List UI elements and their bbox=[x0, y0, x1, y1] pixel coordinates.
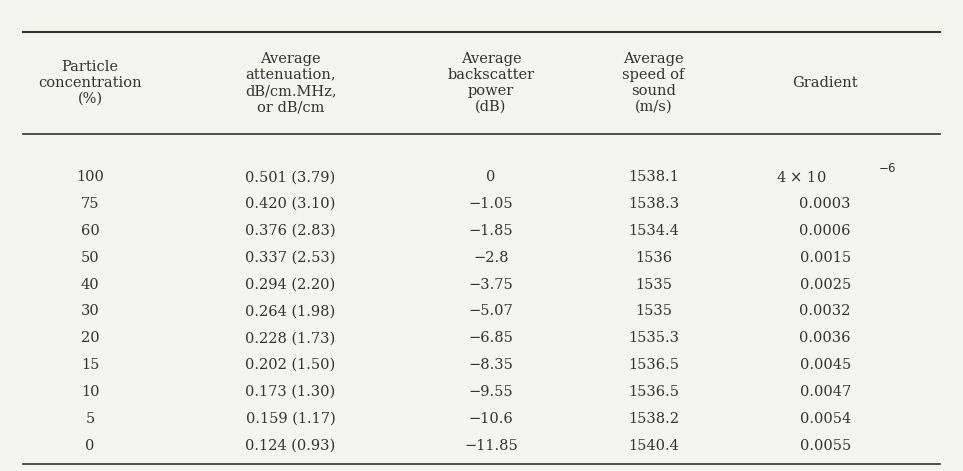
Text: 0.420 (3.10): 0.420 (3.10) bbox=[246, 197, 336, 211]
Text: Particle
concentration
(%): Particle concentration (%) bbox=[39, 60, 142, 106]
Text: 0: 0 bbox=[486, 170, 496, 184]
Text: 15: 15 bbox=[81, 358, 99, 372]
Text: 0.337 (2.53): 0.337 (2.53) bbox=[246, 251, 336, 265]
Text: −10.6: −10.6 bbox=[469, 412, 513, 426]
Text: 1535.3: 1535.3 bbox=[628, 331, 679, 345]
Text: $-6$: $-6$ bbox=[878, 162, 897, 175]
Text: 0.124 (0.93): 0.124 (0.93) bbox=[246, 439, 336, 453]
Text: 0.0025: 0.0025 bbox=[799, 277, 850, 292]
Text: 1535: 1535 bbox=[635, 277, 672, 292]
Text: 0.159 (1.17): 0.159 (1.17) bbox=[246, 412, 335, 426]
Text: 0.0003: 0.0003 bbox=[799, 197, 851, 211]
Text: 0.264 (1.98): 0.264 (1.98) bbox=[246, 304, 336, 318]
Text: Gradient: Gradient bbox=[793, 76, 858, 90]
Text: 0.501 (3.79): 0.501 (3.79) bbox=[246, 170, 336, 184]
Text: 0.202 (1.50): 0.202 (1.50) bbox=[246, 358, 336, 372]
Text: 0.0032: 0.0032 bbox=[799, 304, 851, 318]
Text: 0.228 (1.73): 0.228 (1.73) bbox=[246, 331, 336, 345]
Text: 10: 10 bbox=[81, 385, 99, 399]
Text: 20: 20 bbox=[81, 331, 99, 345]
Text: Average
backscatter
power
(dB): Average backscatter power (dB) bbox=[448, 51, 534, 114]
Text: 1536.5: 1536.5 bbox=[628, 385, 679, 399]
Text: 0.0036: 0.0036 bbox=[799, 331, 851, 345]
Text: 0.0055: 0.0055 bbox=[799, 439, 850, 453]
Text: 30: 30 bbox=[81, 304, 99, 318]
Text: 0.0006: 0.0006 bbox=[799, 224, 851, 238]
Text: 0.294 (2.20): 0.294 (2.20) bbox=[246, 277, 336, 292]
Text: 1538.3: 1538.3 bbox=[628, 197, 679, 211]
Text: 0.0054: 0.0054 bbox=[799, 412, 850, 426]
Text: 0.173 (1.30): 0.173 (1.30) bbox=[246, 385, 336, 399]
Text: −8.35: −8.35 bbox=[469, 358, 513, 372]
Text: 50: 50 bbox=[81, 251, 99, 265]
Text: 1538.2: 1538.2 bbox=[628, 412, 679, 426]
Text: 0: 0 bbox=[86, 439, 94, 453]
Text: 1536: 1536 bbox=[635, 251, 672, 265]
Text: Average
speed of
sound
(m/s): Average speed of sound (m/s) bbox=[622, 51, 685, 114]
Text: −1.85: −1.85 bbox=[469, 224, 513, 238]
Text: 1536.5: 1536.5 bbox=[628, 358, 679, 372]
Text: Average
attenuation,
dB/cm.MHz,
or dB/cm: Average attenuation, dB/cm.MHz, or dB/cm bbox=[245, 51, 336, 114]
Text: 0.0045: 0.0045 bbox=[799, 358, 850, 372]
Text: 0.0015: 0.0015 bbox=[799, 251, 850, 265]
Text: 60: 60 bbox=[81, 224, 99, 238]
Text: 1540.4: 1540.4 bbox=[628, 439, 679, 453]
Text: 0.0047: 0.0047 bbox=[799, 385, 850, 399]
Text: 5: 5 bbox=[86, 412, 94, 426]
Text: −2.8: −2.8 bbox=[473, 251, 508, 265]
Text: 1538.1: 1538.1 bbox=[628, 170, 679, 184]
Text: −3.75: −3.75 bbox=[469, 277, 513, 292]
Text: 0.376 (2.83): 0.376 (2.83) bbox=[246, 224, 336, 238]
Text: 4 $\times$ 10: 4 $\times$ 10 bbox=[776, 170, 826, 185]
Text: 1535: 1535 bbox=[635, 304, 672, 318]
Text: 75: 75 bbox=[81, 197, 99, 211]
Text: −11.85: −11.85 bbox=[464, 439, 518, 453]
Text: −9.55: −9.55 bbox=[469, 385, 513, 399]
Text: −1.05: −1.05 bbox=[469, 197, 513, 211]
Text: 100: 100 bbox=[76, 170, 104, 184]
Text: −6.85: −6.85 bbox=[469, 331, 513, 345]
Text: 1534.4: 1534.4 bbox=[628, 224, 679, 238]
Text: 40: 40 bbox=[81, 277, 99, 292]
Text: −5.07: −5.07 bbox=[469, 304, 513, 318]
